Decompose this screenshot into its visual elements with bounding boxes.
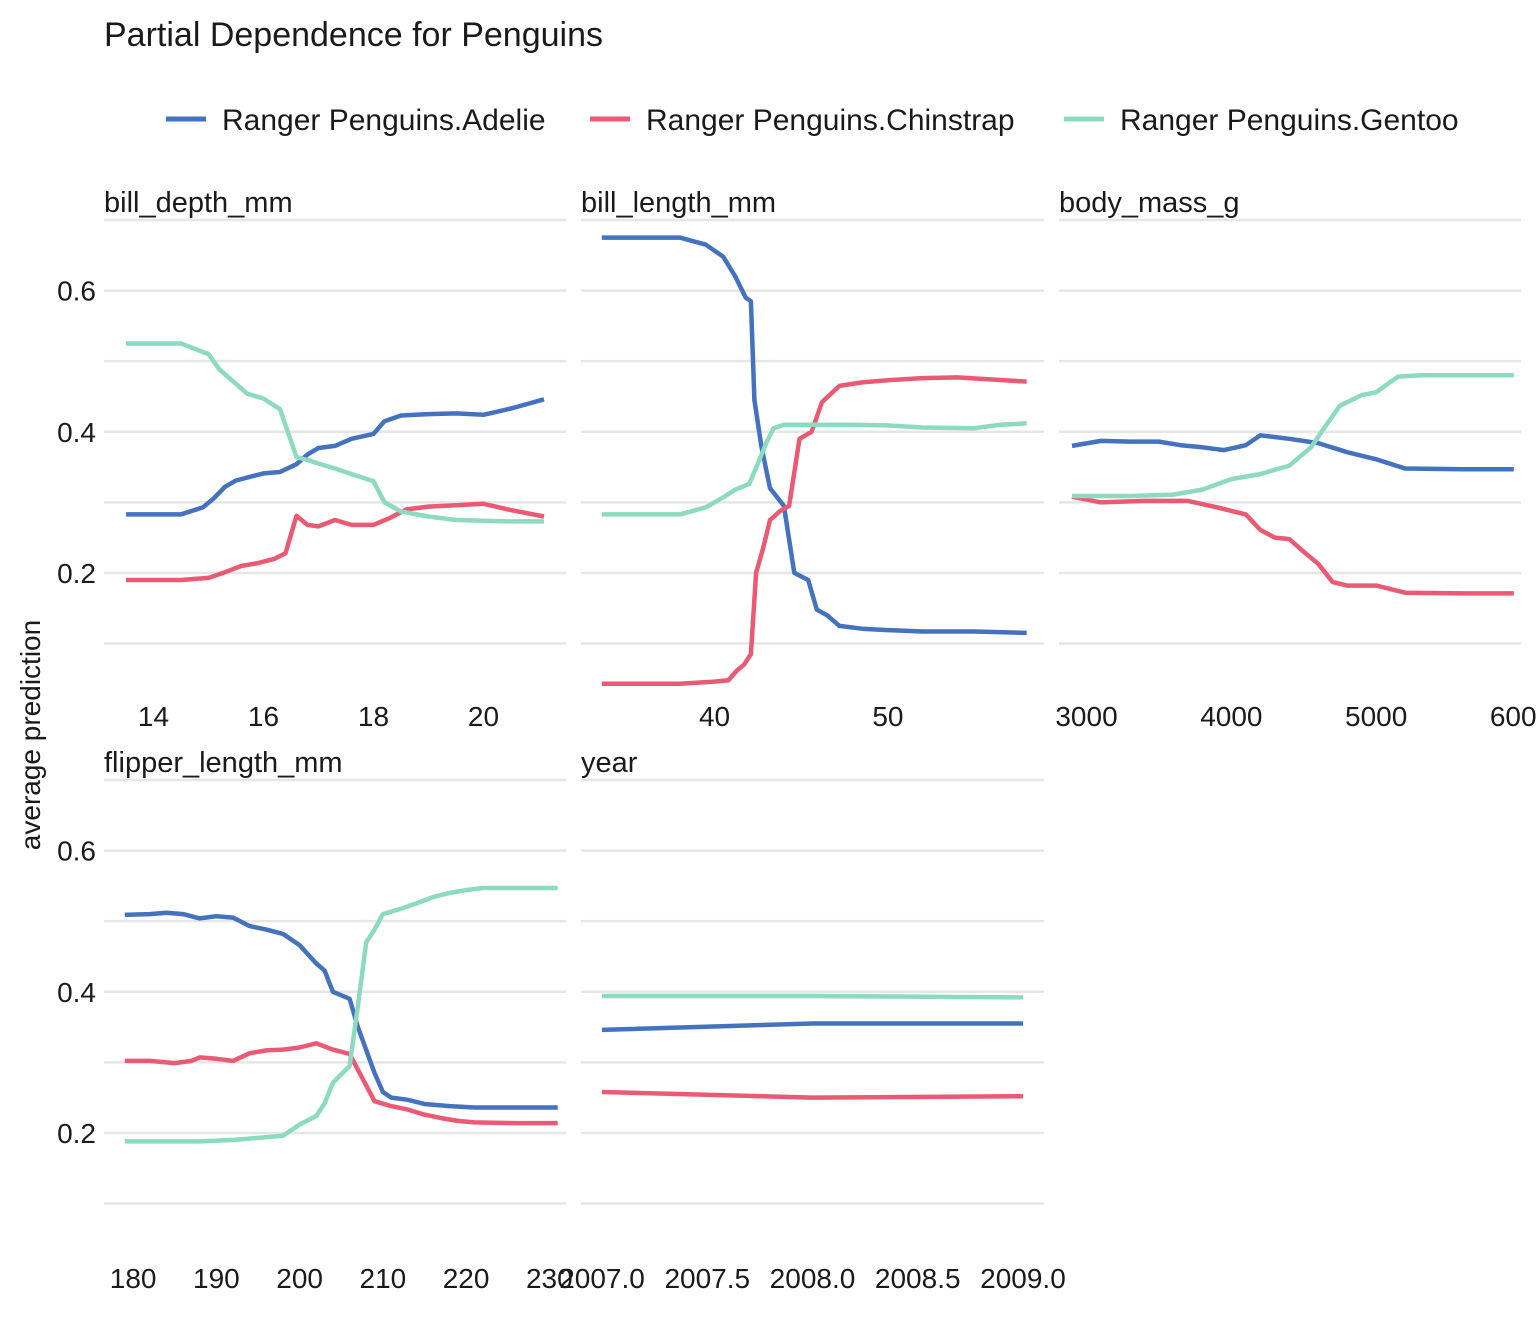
facet-panels: bill_depth_mm 0.2 0.4 0.6 14 16 18 20 bill_lengt…: [57, 187, 1536, 1294]
x-tick-label: 14: [138, 701, 169, 732]
x-tick-label: 4000: [1200, 701, 1262, 732]
panel-flipper-length-mm: flipper_length_mm 0.2 0.4 0.6 180 190 200 210 22…: [57, 747, 573, 1294]
x-tick-label: 180: [110, 1263, 157, 1294]
x-tick-label: 50: [872, 701, 903, 732]
panel-label-bill-depth-mm: bill_depth_mm: [104, 187, 293, 219]
series-line-adelie: [1071, 433, 1514, 472]
x-tick-label: 6000: [1490, 701, 1536, 732]
panel-year: year 2007.0 2007.5 2008.0 2008.5 2009.0: [559, 747, 1066, 1294]
series-line-adelie: [601, 235, 1027, 636]
panel-body-mass-g: body_mass_g 3000 4000 5000 6000: [1055, 187, 1536, 732]
legend-label-gentoo: Ranger Penguins.Gentoo: [1120, 104, 1459, 137]
series-line-chinstrap: [1071, 494, 1514, 596]
series-line-chinstrap: [124, 1041, 558, 1126]
legend: Ranger Penguins.Adelie Ranger Penguins.Ch…: [166, 104, 1459, 137]
x-tick-label: 200: [276, 1263, 323, 1294]
panel-bill-length-mm: bill_length_mm 40 50: [581, 187, 1044, 732]
x-tick-label: 18: [358, 701, 389, 732]
y-tick-label: 0.4: [57, 977, 96, 1008]
y-tick-label: 0.6: [57, 836, 96, 867]
x-tick-label: 20: [468, 701, 499, 732]
legend-label-chinstrap: Ranger Penguins.Chinstrap: [646, 104, 1015, 137]
series-line-gentoo: [601, 421, 1027, 517]
series-line-chinstrap: [126, 501, 545, 583]
series-line-chinstrap: [601, 1089, 1024, 1100]
x-tick-label: 3000: [1055, 701, 1117, 732]
series-line-adelie: [124, 910, 558, 1110]
panel-label-bill-length-mm: bill_length_mm: [581, 187, 776, 219]
x-tick-label: 230: [526, 1263, 573, 1294]
y-axis-title: average prediction: [15, 620, 46, 850]
y-tick-label: 0.6: [57, 276, 96, 307]
x-tick-label: 220: [443, 1263, 490, 1294]
series-line-gentoo: [1072, 373, 1514, 499]
panel-label-body-mass-g: body_mass_g: [1059, 187, 1240, 219]
x-tick-label: 5000: [1345, 701, 1407, 732]
x-tick-label: 190: [193, 1263, 240, 1294]
chart-title: Partial Dependence for Penguins: [104, 16, 603, 54]
series-line-adelie: [126, 397, 545, 517]
x-tick-label: 210: [360, 1263, 407, 1294]
series-line-adelie: [601, 1021, 1023, 1033]
x-tick-label: 2008.5: [875, 1263, 961, 1294]
x-tick-label: 2007.0: [559, 1263, 645, 1294]
panel-label-flipper-length-mm: flipper_length_mm: [104, 747, 343, 779]
series-line-gentoo: [124, 885, 558, 1144]
y-tick-label: 0.4: [57, 417, 96, 448]
x-tick-label: 2008.0: [770, 1263, 856, 1294]
panel-bill-depth-mm: bill_depth_mm 0.2 0.4 0.6 14 16 18 20: [57, 187, 566, 732]
series-line-gentoo: [126, 341, 544, 524]
y-tick-label: 0.2: [57, 1118, 96, 1149]
panel-label-year: year: [581, 747, 638, 779]
y-tick-label: 0.2: [57, 558, 96, 589]
legend-label-adelie: Ranger Penguins.Adelie: [222, 104, 546, 137]
series-line-chinstrap: [601, 375, 1027, 687]
x-tick-label: 40: [699, 701, 730, 732]
series-line-gentoo: [602, 993, 1024, 1000]
x-tick-label: 16: [248, 701, 279, 732]
x-tick-label: 2009.0: [980, 1263, 1066, 1294]
x-tick-label: 2007.5: [664, 1263, 750, 1294]
